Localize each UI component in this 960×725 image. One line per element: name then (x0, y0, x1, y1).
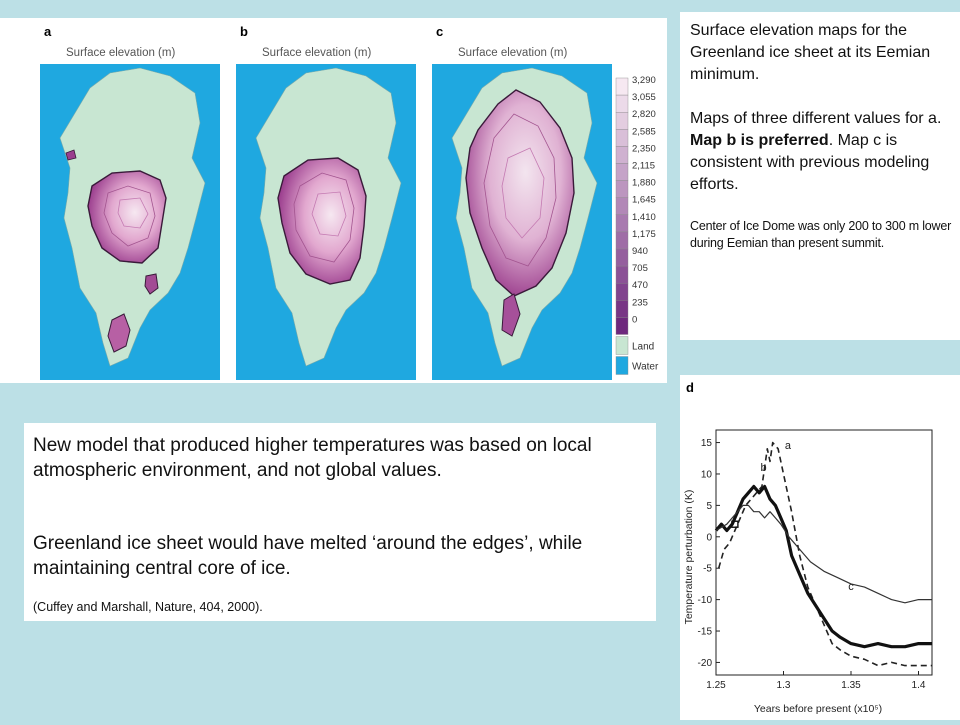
ice-cap (107, 313, 131, 353)
legend-label: 0 (632, 314, 637, 325)
legend-label: 235 (632, 297, 648, 308)
legend-label: 2,115 (632, 161, 655, 172)
legend-swatch (615, 111, 629, 130)
legend-label: 3,290 (632, 75, 656, 86)
legend-swatch (615, 248, 629, 267)
caption-p2-post: . Map c is consistent with previous mode… (690, 132, 930, 193)
caption-box: Surface elevation maps for the Greenland… (680, 12, 960, 340)
body-paragraph-2: Greenland ice sheet would have melted ‘a… (33, 533, 583, 579)
y-tick-label: 0 (706, 532, 712, 543)
citation: (Cuffey and Marshall, Nature, 404, 2000)… (33, 600, 263, 614)
temperature-chart-svg: d Years before present (x10⁵) Temperatur… (683, 380, 933, 715)
elevation-legend: 3,290 3,055 2,820 2,585 2,350 2,115 1,880 1,645… (615, 75, 659, 375)
series-label-c: c (848, 581, 854, 593)
contour-line (293, 172, 355, 263)
legend-swatch (615, 300, 629, 318)
y-tick-label: -10 (698, 595, 713, 606)
panel-title: Surface elevation (m) (66, 47, 175, 59)
legend-swatch (615, 94, 629, 113)
elevation-maps-figure: a Surface elevation (m) b Surface elevat… (0, 18, 667, 383)
legend-swatch (615, 317, 629, 335)
legend-label: 2,820 (632, 109, 656, 120)
body-paragraph-1: New model that produced higher temperatu… (33, 435, 592, 481)
series-label-b: b (761, 462, 767, 474)
contour-line (103, 185, 156, 247)
legend-swatch (615, 214, 629, 233)
caption-p2-bold: Map b is preferred (690, 132, 829, 149)
legend-label: 470 (632, 280, 648, 291)
legend-label: 2,585 (632, 126, 656, 137)
legend-swatch (615, 197, 629, 215)
legend-land-swatch (615, 336, 629, 355)
legend-label: 3,055 (632, 92, 656, 103)
legend-swatch (615, 146, 629, 164)
legend-swatch (615, 231, 629, 250)
panel-letter: a (44, 24, 52, 39)
series-label-a: a (785, 440, 792, 452)
temperature-chart: d Years before present (x10⁵) Temperatur… (680, 375, 960, 720)
contour-line (501, 147, 545, 239)
legend-label: 1,175 (632, 229, 656, 240)
body-text-box: New model that produced higher temperatu… (24, 423, 656, 621)
ice-sheet (277, 157, 367, 285)
x-tick-label: 1.25 (706, 680, 726, 691)
y-tick-label: -20 (698, 658, 713, 669)
x-tick-label: 1.3 (777, 680, 791, 691)
elevation-maps-svg: a Surface elevation (m) b Surface elevat… (40, 24, 659, 380)
legend-water-label: Water (632, 362, 659, 373)
map-panel-c: c Surface elevation (m) (432, 24, 612, 380)
map-panel-a: a Surface elevation (m) (40, 24, 220, 380)
legend-swatch (615, 129, 629, 147)
panel-title: Surface elevation (m) (458, 47, 567, 59)
map-panel-b: b Surface elevation (m) (236, 24, 416, 380)
legend-swatch (615, 180, 629, 198)
y-tick-label: 5 (706, 501, 712, 512)
caption-text: Surface elevation maps for the Greenland… (690, 20, 956, 252)
legend-land-label: Land (632, 342, 654, 353)
panel-title: Surface elevation (m) (262, 47, 371, 59)
contour-line (483, 113, 557, 267)
legend-label: 1,880 (632, 178, 656, 189)
x-axis-label: Years before present (x10⁵) (754, 703, 882, 715)
series-line-c (715, 504, 932, 604)
caption-p2-pre: Maps of three different values for a. (690, 110, 942, 127)
x-tick-label: 1.35 (841, 680, 861, 691)
start-marker (731, 520, 739, 528)
ice-cap (501, 293, 521, 337)
y-axis-label: Temperature perturbation (K) (683, 490, 695, 625)
x-tick-label: 1.4 (912, 680, 926, 691)
ice-cap (65, 149, 77, 161)
legend-label: 2,350 (632, 143, 656, 154)
caption-paragraph-2: Maps of three different values for a. Ma… (690, 108, 956, 196)
legend-label: 1,645 (632, 195, 656, 206)
chart-panel-letter: d (686, 380, 694, 395)
series-line-a (717, 441, 932, 667)
panel-letter: b (240, 24, 248, 39)
series-line-b (714, 484, 932, 649)
legend-label: 705 (632, 263, 648, 274)
y-tick-label: -15 (698, 627, 713, 638)
panel-letter: c (436, 24, 443, 39)
legend-swatch (615, 283, 629, 301)
legend-swatch (615, 77, 629, 96)
caption-paragraph-3: Center of Ice Dome was only 200 to 300 m… (690, 219, 952, 250)
legend-water-swatch (615, 356, 629, 375)
legend-swatch (615, 163, 629, 181)
y-tick-label: 15 (701, 438, 713, 449)
legend-swatch (615, 265, 629, 284)
legend-label: 940 (632, 246, 648, 257)
contour-line (311, 191, 347, 237)
y-tick-label: 10 (701, 469, 713, 480)
y-tick-label: -5 (703, 564, 712, 575)
plot-frame (715, 429, 933, 676)
contour-line (117, 197, 149, 229)
legend-label: 1,410 (632, 212, 656, 223)
caption-paragraph-1: Surface elevation maps for the Greenland… (690, 22, 931, 83)
ice-cap (144, 273, 159, 295)
